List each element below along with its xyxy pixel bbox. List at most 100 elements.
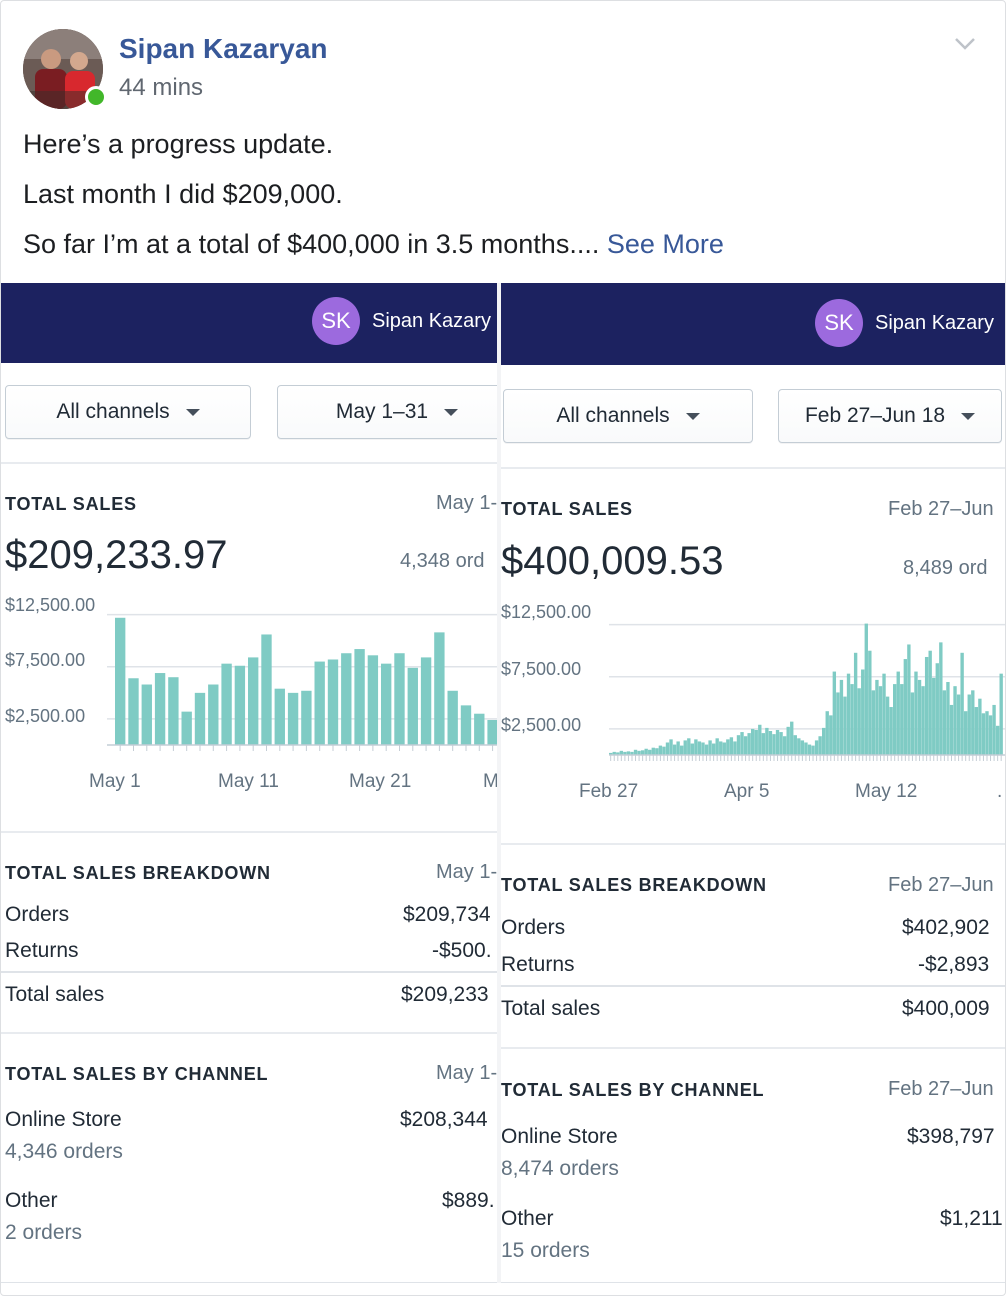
chart-bar [434, 632, 445, 745]
chart-bar [474, 713, 485, 745]
by-channel-range: Feb 27–Jun [888, 1078, 994, 1100]
channel-select: All channels [5, 385, 251, 439]
chart-bar [779, 732, 783, 755]
section-divider [1, 1032, 497, 1034]
chart-bar [154, 673, 166, 745]
chart-bar [662, 746, 666, 755]
chart-bar [751, 728, 755, 755]
channel-name: Online Store [501, 1125, 618, 1148]
by-channel-title: TOTAL SALES BY CHANNEL [501, 1080, 765, 1100]
chart-bar [208, 684, 219, 745]
chart-bar [832, 671, 837, 755]
caret-down-icon [685, 412, 700, 420]
see-more-link[interactable]: See More [606, 229, 724, 259]
channel-value: $208,344 [400, 1108, 488, 1131]
chart-bar [967, 694, 971, 755]
chart-bar [715, 738, 719, 755]
chart-bar [875, 679, 879, 755]
breakdown-returns-value: -$2,893 [918, 953, 990, 976]
user-name: Sipan Kazary [875, 312, 994, 334]
right-sales-bar-chart [609, 623, 1005, 761]
chart-bar [726, 739, 730, 755]
chart-bar [234, 665, 246, 745]
chart-bar [857, 688, 861, 755]
chart-bar [115, 617, 126, 745]
channel-orders: 4,346 orders [5, 1140, 123, 1163]
chart-bar [971, 690, 975, 755]
chart-bar [939, 642, 943, 755]
chart-bar [274, 688, 285, 745]
chart-bar [651, 747, 655, 755]
right-dashboard-screenshot[interactable]: SK Sipan Kazary All channels Feb 27–Jun … [501, 283, 1005, 1283]
chart-bar [633, 749, 638, 755]
left-dashboard-screenshot[interactable]: SK Sipan Kazary All channels May 1–31 TO… [1, 283, 497, 1283]
chart-bar [893, 684, 897, 755]
chart-bar [907, 644, 911, 755]
chart-bar [327, 659, 339, 745]
chart-bar [683, 740, 687, 755]
chart-bar [314, 661, 325, 745]
chart-bar [935, 663, 939, 755]
date-range-select: Feb 27–Jun 18 [778, 389, 1002, 443]
chart-bar [287, 692, 299, 745]
chart-bar [301, 690, 312, 745]
chart-bar [946, 682, 950, 755]
chart-bar [194, 692, 206, 745]
chart-bar [910, 692, 915, 755]
chart-bar [964, 711, 968, 755]
chart-bar [864, 623, 868, 755]
total-sales-title: TOTAL SALES [5, 494, 137, 514]
chart-bar [800, 740, 805, 755]
channel-name: Other [5, 1189, 58, 1212]
breakdown-returns-value: -$500. [432, 939, 492, 962]
chevron-down-icon[interactable] [951, 29, 979, 57]
chart-bar [694, 739, 698, 755]
breakdown-orders-label: Orders [501, 916, 566, 939]
chart-bar [829, 715, 833, 755]
chart-bar [708, 740, 712, 755]
caret-down-icon [961, 412, 976, 420]
chart-bar [690, 743, 695, 755]
chart-bar [882, 673, 886, 755]
breakdown-total-value: $209,233 [401, 983, 489, 1006]
channel-name: Other [501, 1207, 554, 1230]
chart-bar [394, 653, 405, 745]
chart-bar [853, 652, 858, 755]
chart-bar [754, 729, 758, 755]
chart-bar [988, 715, 993, 755]
channel-orders: 2 orders [5, 1221, 83, 1244]
y-axis-tick-label: $12,500.00 [501, 602, 592, 622]
chart-bar [672, 744, 677, 755]
chart-bar [407, 667, 418, 745]
chart-bar [974, 707, 979, 755]
chart-bar [814, 740, 819, 755]
chart-bar [956, 694, 961, 755]
post-timestamp[interactable]: 44 mins [119, 74, 204, 101]
chart-bar [992, 704, 996, 755]
channel-name: Online Store [5, 1108, 122, 1131]
chart-bar [644, 748, 648, 755]
online-status-dot [85, 86, 107, 108]
author-avatar[interactable] [23, 29, 103, 109]
admin-topbar: SK Sipan Kazary [1, 283, 497, 363]
chart-bar [978, 698, 982, 755]
chart-bar [903, 659, 908, 755]
breakdown-total-value: $400,009 [902, 997, 990, 1020]
user-name: Sipan Kazary [372, 310, 491, 332]
row-divider [1, 971, 497, 973]
chart-bar [825, 711, 829, 755]
avatar-photo [23, 29, 103, 109]
chart-bar [839, 679, 844, 755]
section-divider [1, 462, 497, 464]
chart-bar [420, 657, 432, 745]
y-axis-tick-label: $7,500.00 [501, 659, 582, 679]
chart-bar [985, 711, 989, 755]
author-name[interactable]: Sipan Kazaryan [119, 33, 328, 64]
chart-bar [711, 743, 716, 755]
chart-bar [669, 739, 673, 755]
section-divider [1, 831, 497, 833]
chart-bar [704, 744, 709, 755]
chart-bar [765, 727, 769, 755]
chart-bar [768, 731, 773, 755]
chart-bar [623, 751, 627, 755]
